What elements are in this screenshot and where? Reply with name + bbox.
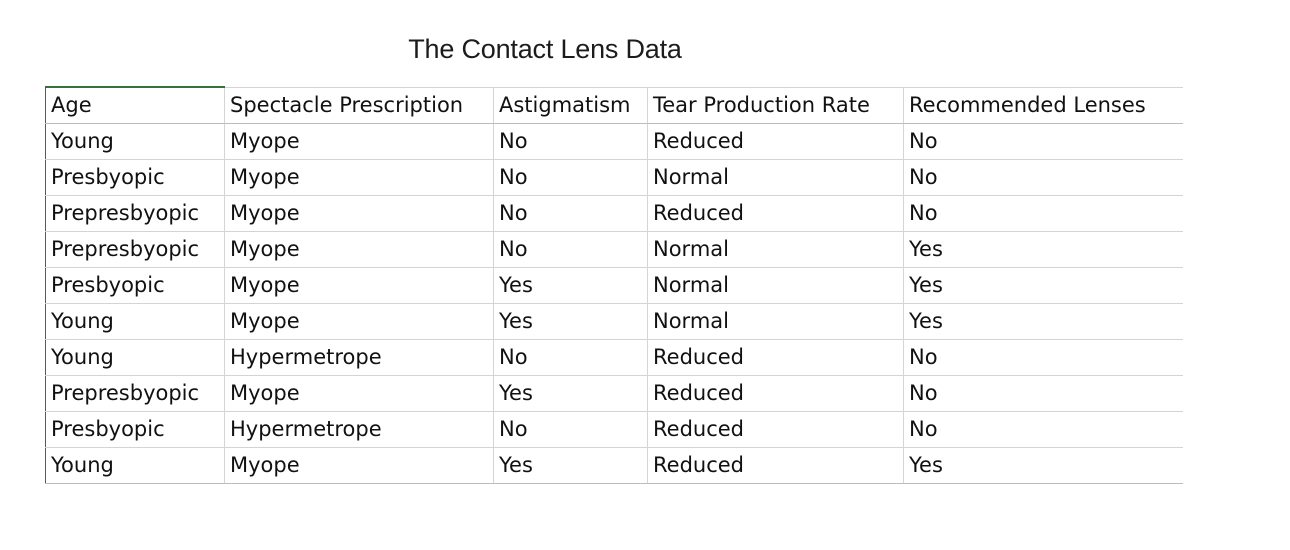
header-cell-recommended-lenses[interactable]: Recommended Lenses [903, 86, 1183, 124]
table-row: Prepresbyopic Myope No Reduced No [45, 195, 1183, 232]
cell-recommended-lenses[interactable]: Yes [903, 267, 1183, 304]
cell-age[interactable]: Young [45, 123, 225, 160]
cell-tear-production-rate[interactable]: Reduced [647, 375, 904, 412]
cell-tear-production-rate[interactable]: Normal [647, 231, 904, 268]
table-row: Presbyopic Hypermetrope No Reduced No [45, 411, 1183, 448]
cell-age[interactable]: Young [45, 303, 225, 340]
cell-spectacle-prescription[interactable]: Myope [224, 447, 494, 484]
cell-age[interactable]: Young [45, 447, 225, 484]
cell-tear-production-rate[interactable]: Normal [647, 159, 904, 196]
cell-spectacle-prescription[interactable]: Myope [224, 231, 494, 268]
cell-recommended-lenses[interactable]: No [903, 123, 1183, 160]
header-cell-spectacle-prescription[interactable]: Spectacle Prescription [224, 86, 494, 124]
cell-age[interactable]: Presbyopic [45, 411, 225, 448]
cell-tear-production-rate[interactable]: Reduced [647, 195, 904, 232]
page-title: The Contact Lens Data [408, 34, 682, 64]
cell-astigmatism[interactable]: No [493, 123, 648, 160]
cell-tear-production-rate[interactable]: Normal [647, 267, 904, 304]
cell-astigmatism[interactable]: Yes [493, 375, 648, 412]
cell-astigmatism[interactable]: Yes [493, 267, 648, 304]
contact-lens-table: Age Spectacle Prescription Astigmatism T… [45, 86, 1183, 484]
cell-astigmatism[interactable]: No [493, 231, 648, 268]
cell-tear-production-rate[interactable]: Normal [647, 303, 904, 340]
table-row: Young Myope Yes Reduced Yes [45, 447, 1183, 484]
cell-astigmatism[interactable]: No [493, 411, 648, 448]
cell-spectacle-prescription[interactable]: Myope [224, 123, 494, 160]
cell-tear-production-rate[interactable]: Reduced [647, 411, 904, 448]
cell-tear-production-rate[interactable]: Reduced [647, 123, 904, 160]
cell-spectacle-prescription[interactable]: Myope [224, 159, 494, 196]
cell-spectacle-prescription[interactable]: Myope [224, 267, 494, 304]
cell-recommended-lenses[interactable]: No [903, 195, 1183, 232]
cell-age[interactable]: Young [45, 339, 225, 376]
cell-recommended-lenses[interactable]: Yes [903, 303, 1183, 340]
table-row: Prepresbyopic Myope No Normal Yes [45, 231, 1183, 268]
cell-spectacle-prescription[interactable]: Hypermetrope [224, 411, 494, 448]
cell-recommended-lenses[interactable]: No [903, 159, 1183, 196]
cell-recommended-lenses[interactable]: No [903, 375, 1183, 412]
cell-age[interactable]: Prepresbyopic [45, 231, 225, 268]
cell-recommended-lenses[interactable]: Yes [903, 447, 1183, 484]
cell-age[interactable]: Presbyopic [45, 267, 225, 304]
table-row: Young Myope Yes Normal Yes [45, 303, 1183, 340]
cell-age[interactable]: Presbyopic [45, 159, 225, 196]
cell-spectacle-prescription[interactable]: Hypermetrope [224, 339, 494, 376]
cell-spectacle-prescription[interactable]: Myope [224, 375, 494, 412]
cell-astigmatism[interactable]: Yes [493, 447, 648, 484]
table-header-row: Age Spectacle Prescription Astigmatism T… [45, 86, 1183, 124]
table-row: Presbyopic Myope Yes Normal Yes [45, 267, 1183, 304]
cell-tear-production-rate[interactable]: Reduced [647, 339, 904, 376]
cell-recommended-lenses[interactable]: No [903, 339, 1183, 376]
cell-age[interactable]: Prepresbyopic [45, 375, 225, 412]
cell-astigmatism[interactable]: Yes [493, 303, 648, 340]
table-row: Young Myope No Reduced No [45, 123, 1183, 160]
cell-tear-production-rate[interactable]: Reduced [647, 447, 904, 484]
header-cell-tear-production-rate[interactable]: Tear Production Rate [647, 86, 904, 124]
table-row: Presbyopic Myope No Normal No [45, 159, 1183, 196]
table-row: Young Hypermetrope No Reduced No [45, 339, 1183, 376]
cell-astigmatism[interactable]: No [493, 159, 648, 196]
cell-recommended-lenses[interactable]: Yes [903, 231, 1183, 268]
cell-recommended-lenses[interactable]: No [903, 411, 1183, 448]
header-cell-age[interactable]: Age [45, 86, 225, 124]
cell-age[interactable]: Prepresbyopic [45, 195, 225, 232]
table-row: Prepresbyopic Myope Yes Reduced No [45, 375, 1183, 412]
cell-spectacle-prescription[interactable]: Myope [224, 303, 494, 340]
cell-astigmatism[interactable]: No [493, 195, 648, 232]
cell-astigmatism[interactable]: No [493, 339, 648, 376]
header-cell-astigmatism[interactable]: Astigmatism [493, 86, 648, 124]
cell-spectacle-prescription[interactable]: Myope [224, 195, 494, 232]
